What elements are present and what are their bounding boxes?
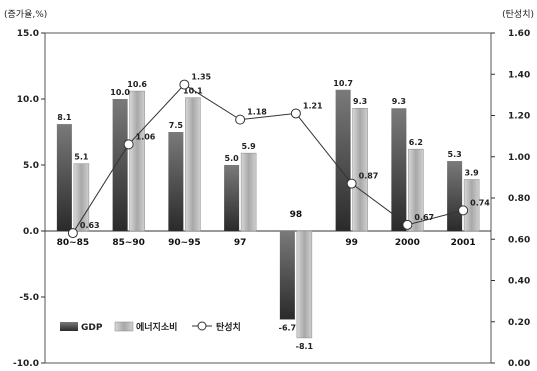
- gdp-bar: [224, 165, 240, 231]
- legend-gdp-label: GDP: [81, 323, 103, 333]
- right-tick-label: 0.60: [508, 235, 530, 245]
- right-tick-label: 1.40: [508, 70, 530, 80]
- category-label: 97: [234, 238, 247, 248]
- energy-bar: [408, 148, 424, 232]
- category-label: 90~95: [168, 238, 201, 248]
- energy-bar-label: 10.6: [127, 80, 147, 89]
- legend-energy-label: 에너지소비: [136, 321, 177, 333]
- elasticity-point: [67, 228, 78, 239]
- y-axis-left-title: (증가율,%): [4, 9, 47, 20]
- y-axis-right-ticks: 1.60 1.40 1.20 1.00 0.80 0.60 0.40 0.20 0.00: [491, 29, 530, 369]
- elasticity-point-label: 0.63: [80, 221, 100, 230]
- energy-bar-label: 9.3: [353, 97, 367, 106]
- elasticity-line-group: 0.63 1.06 1.35 1.18 1.21 0.87 0.67 0.74: [67, 73, 490, 239]
- gdp-bar: [391, 108, 407, 231]
- category-label: 2001: [451, 238, 476, 248]
- y-axis-left-ticks: 15.0 10.0 5.0 0.0 -5.0 -10.0: [13, 29, 45, 369]
- left-tick-label: 15.0: [17, 29, 39, 39]
- legend-elasticity-label: 탄성치: [216, 321, 241, 333]
- elasticity-point: [458, 205, 469, 216]
- elasticity-point-label: 1.18: [247, 108, 267, 117]
- left-tick-label: -10.0: [13, 359, 39, 367]
- energy-bar: [296, 230, 313, 339]
- left-tick-label: 10.0: [17, 95, 39, 105]
- energy-bar: [463, 179, 480, 232]
- category-label: 2000: [395, 238, 420, 248]
- energy-bar-label: 5.1: [74, 153, 89, 162]
- right-tick-label: 1.60: [508, 29, 530, 39]
- bar-series-group: [56, 89, 480, 339]
- gdp-bar-label: 5.0: [225, 154, 240, 163]
- category-label: 98: [290, 210, 303, 220]
- elasticity-line: [72, 83, 464, 234]
- gdp-bar-label: 10.0: [110, 88, 130, 97]
- energy-bar-label: 5.9: [242, 142, 257, 151]
- gdp-bar: [447, 161, 463, 231]
- elasticity-point: [290, 108, 301, 119]
- right-tick-label: 1.00: [508, 153, 530, 163]
- category-label: 80~85: [57, 238, 90, 248]
- gdp-bar-label: 5.3: [448, 150, 462, 159]
- elasticity-point: [346, 178, 357, 189]
- gdp-bar: [112, 99, 128, 231]
- y-axis-right-title: (탄성치): [502, 8, 534, 20]
- legend-gdp-swatch: [60, 322, 78, 331]
- elasticity-point-label: 0.74: [470, 198, 490, 207]
- energy-bar: [185, 97, 201, 232]
- gdp-bar: [279, 231, 295, 320]
- category-label: 99: [345, 238, 358, 248]
- right-tick-label: 1.20: [508, 112, 530, 122]
- gdp-bar: [56, 124, 72, 231]
- legend: GDP 에너지소비 탄성치: [60, 321, 241, 333]
- elasticity-point: [123, 139, 134, 150]
- elasticity-point: [179, 79, 190, 90]
- energy-bar: [129, 90, 145, 232]
- elasticity-point: [402, 219, 413, 230]
- elasticity-point-label: 1.21: [303, 101, 323, 110]
- category-label: 85~90: [112, 238, 145, 248]
- energy-bar-label: 6.2: [409, 138, 423, 147]
- energy-bar: [352, 107, 368, 232]
- elasticity-point-label: 0.87: [359, 172, 379, 181]
- right-tick-label: 0.40: [508, 277, 530, 287]
- left-tick-label: 5.0: [23, 161, 39, 171]
- gdp-bar: [168, 132, 184, 231]
- gdp-bar: [335, 89, 351, 231]
- bar-labels-group: 8.15.110.010.67.510.15.05.9-6.7-8.110.79…: [57, 79, 479, 351]
- right-tick-label: 0.80: [508, 194, 530, 204]
- gdp-bar-label: 10.7: [333, 79, 353, 88]
- right-tick-label: 0.00: [508, 359, 530, 367]
- energy-bar-label: 3.9: [465, 169, 480, 178]
- elasticity-point-label: 1.06: [136, 132, 156, 141]
- right-tick-label: 0.20: [508, 318, 530, 328]
- energy-bar-label: -8.1: [296, 342, 314, 351]
- category-labels-group: 80~85 85~90 90~95 97 98 99 2000 2001: [57, 210, 476, 248]
- legend-energy-swatch: [114, 321, 134, 332]
- gdp-bar-label: 8.1: [57, 113, 72, 122]
- gdp-bar-label: -6.7: [279, 323, 297, 332]
- left-tick-label: 0.0: [23, 227, 39, 237]
- energy-bar: [240, 152, 257, 232]
- legend-line-marker: [197, 321, 207, 331]
- gdp-bar-label: 9.3: [392, 97, 406, 106]
- gdp-bar-label: 7.5: [169, 121, 184, 130]
- energy-bar-label: 10.1: [183, 87, 203, 96]
- elasticity-point: [235, 114, 246, 125]
- elasticity-point-label: 1.35: [191, 73, 211, 82]
- plot-area-border: [44, 32, 492, 364]
- elasticity-point-label: 0.67: [414, 213, 434, 222]
- left-tick-label: -5.0: [19, 293, 39, 303]
